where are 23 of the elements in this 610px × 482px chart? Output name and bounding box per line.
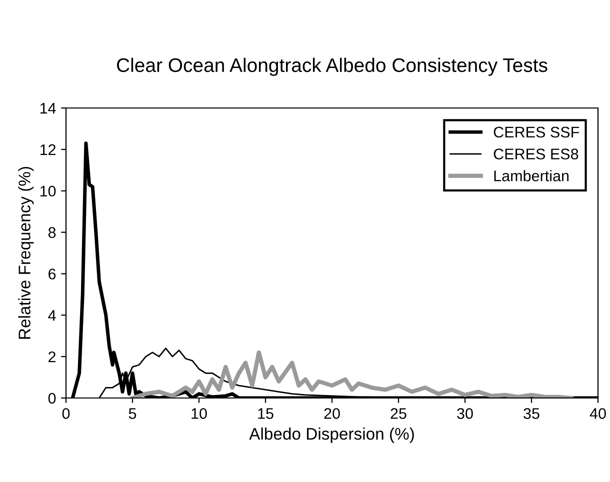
x-tick-label: 15 [258,408,274,419]
y-tick-label: 14 [40,103,56,114]
y-tick-label: 4 [48,310,56,321]
legend-label: CERES ES8 [494,148,578,160]
x-tick-label: 20 [324,408,340,419]
legend-label: CERES SSF [494,126,580,138]
x-axis-title: Albedo Dispersion (%) [249,428,414,444]
y-tick-label: 0 [48,392,56,404]
legend-label: Lambertian [494,170,569,182]
x-tick-label: 0 [62,408,70,419]
x-tick-label: 10 [192,408,207,419]
y-tick-label: 10 [40,186,56,197]
x-tick-label: 5 [128,408,136,419]
y-tick-label: 8 [48,227,56,238]
chart-title: Clear Ocean Alongtrack Albedo Consistency Tests [117,58,548,76]
x-tick-label: 25 [390,408,406,419]
y-tick-label: 6 [48,268,56,280]
y-tick-label: 12 [40,144,56,155]
y-tick-label: 2 [48,351,56,362]
x-tick-label: 40 [590,408,606,419]
x-tick-label: 30 [457,408,473,419]
y-axis-title: Relative Frequency (%) [18,166,34,339]
x-tick-label: 35 [524,408,540,419]
